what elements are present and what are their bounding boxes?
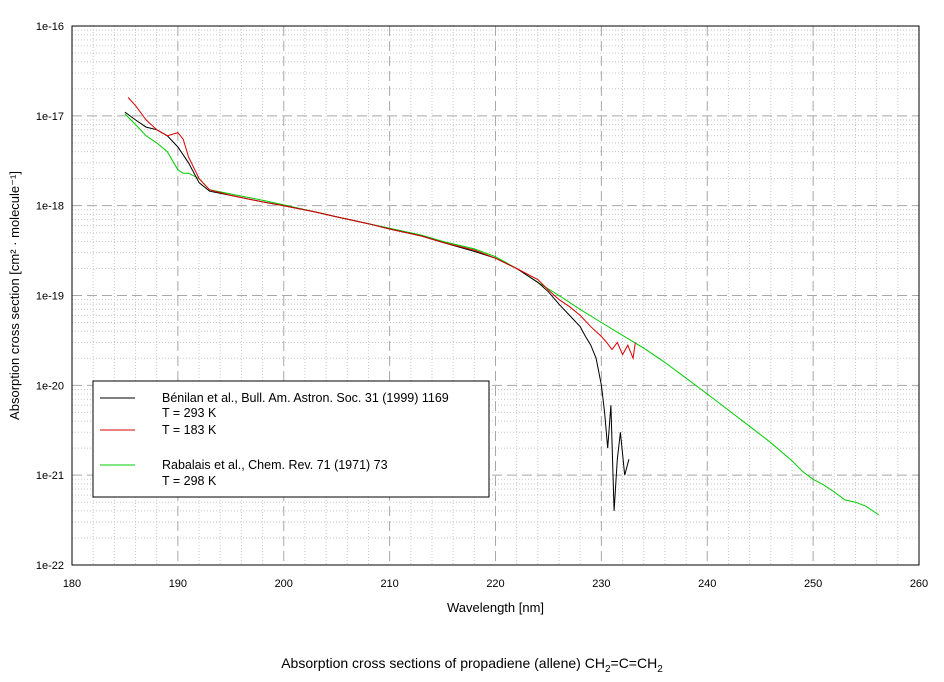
y-tick-labels: 1e-16 1e-17 1e-18 1e-19 1e-20 1e-21 1e-22 [36,21,64,572]
y-tick-label: 1e-19 [36,291,64,303]
x-tick-label: 250 [804,578,822,590]
y-tick-label: 1e-16 [36,21,64,33]
legend-entry-benilan: Bénilan et al., Bull. Am. Astron. Soc. 3… [162,391,449,405]
legend: Bénilan et al., Bull. Am. Astron. Soc. 3… [92,380,490,498]
series-layer [124,97,880,516]
y-tick-label: 1e-21 [36,470,64,482]
x-tick-label: 180 [63,578,81,590]
y-axis-title: Absorption cross section [cm² · molecule… [7,171,22,420]
x-tick-label: 260 [910,578,928,590]
x-axis-title: Wavelength [nm] [447,600,544,615]
legend-entry-293k: T = 293 K [162,406,217,420]
x-tick-labels: 180 190 200 210 220 230 240 250 260 [63,578,928,590]
legend-entry-298k: T = 298 K [162,474,217,488]
y-tick-label: 1e-18 [36,201,64,213]
x-tick-label: 210 [380,578,398,590]
plot-frame [71,25,920,566]
figure-caption: Absorption cross sections of propadiene … [0,655,944,675]
x-tick-label: 240 [698,578,716,590]
x-tick-label: 230 [592,578,610,590]
caption-sub-1: 2 [604,663,611,675]
legend-box [92,380,490,498]
legend-entry-rabalais: Rabalais et al., Chem. Rev. 71 (1971) 73 [162,458,388,472]
x-tick-label: 220 [486,578,504,590]
y-tick-label: 1e-22 [36,560,64,572]
caption-sub-2: 2 [657,663,663,675]
legend-entry-183k: T = 183 K [162,423,217,437]
caption-text: Absorption cross sections of propadiene … [281,655,605,671]
y-tick-label: 1e-20 [36,380,64,392]
series-line-3 [127,97,636,361]
y-tick-label: 1e-17 [36,111,64,123]
caption-mid: =C=CH [610,655,658,671]
x-tick-label: 200 [275,578,293,590]
x-tick-label: 190 [169,578,187,590]
series-line-2 [124,111,630,511]
